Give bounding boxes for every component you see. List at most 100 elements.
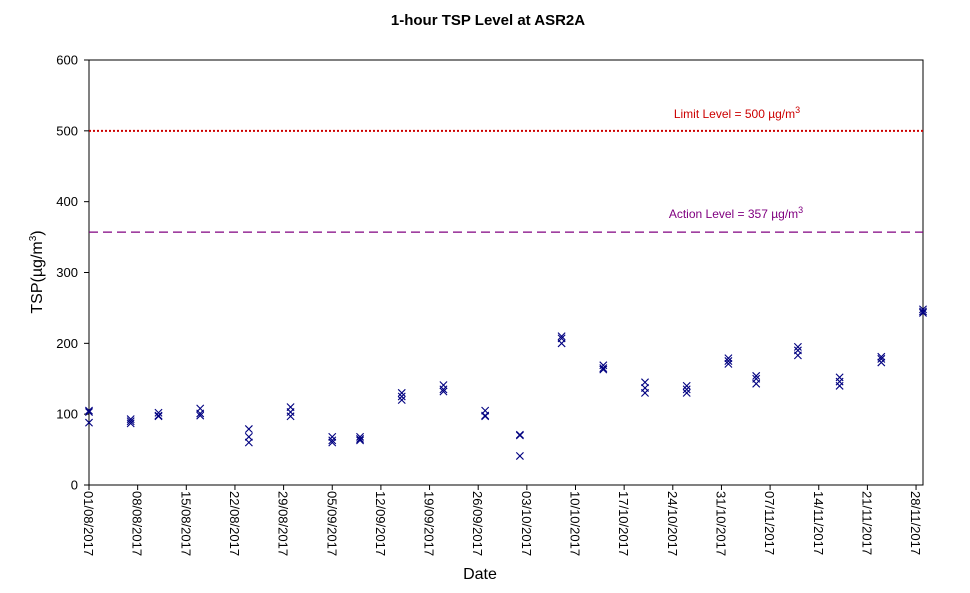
data-point-stroke <box>481 412 490 421</box>
x-tick-label: 10/10/2017 <box>568 491 583 556</box>
reference-line-label: Action Level = 357 µg/m3 <box>669 205 803 221</box>
data-point <box>752 379 761 388</box>
data-point-stroke <box>397 392 406 401</box>
data-point <box>724 357 733 366</box>
data-point <box>835 377 844 386</box>
data-point <box>557 339 566 348</box>
data-point <box>481 412 490 421</box>
x-tick-label: 17/10/2017 <box>616 491 631 556</box>
data-point <box>599 365 608 374</box>
y-axis-label-sup: 3 <box>28 235 39 241</box>
data-point-stroke <box>244 438 253 447</box>
data-point <box>244 438 253 447</box>
reference-line-label-base: Limit Level = 500 µg/m <box>674 107 795 121</box>
data-point <box>85 418 93 427</box>
data-point <box>641 388 649 397</box>
data-point-stroke <box>724 354 733 363</box>
y-tick-label: 300 <box>56 265 78 280</box>
reference-line-label-sup: 3 <box>795 105 800 115</box>
x-tick-label: 19/09/2017 <box>422 491 437 556</box>
data-point <box>286 408 295 417</box>
y-axis-label: TSP(µg/m3) <box>28 230 46 313</box>
data-point-stroke <box>154 412 163 421</box>
data-point <box>835 373 844 382</box>
data-point <box>515 431 524 440</box>
data-point <box>397 392 406 401</box>
data-point-stroke <box>752 371 761 380</box>
data-point <box>356 432 365 441</box>
data-point-stroke <box>682 388 691 397</box>
x-tick-label: 07/11/2017 <box>762 491 777 555</box>
data-point-stroke <box>599 365 608 374</box>
x-tick-label: 12/09/2017 <box>373 491 388 556</box>
data-point-stroke <box>356 434 365 443</box>
data-point-stroke <box>439 387 448 396</box>
x-tick-label: 24/10/2017 <box>665 491 680 556</box>
x-tick-label: 03/10/2017 <box>519 491 534 556</box>
x-tick-label: 22/08/2017 <box>227 491 242 556</box>
x-tick-label: 29/08/2017 <box>276 491 291 556</box>
data-point-stroke <box>244 425 253 434</box>
x-tick-label: 08/08/2017 <box>130 491 145 556</box>
x-tick-label: 14/11/2017 <box>811 491 826 555</box>
data-point <box>439 387 448 396</box>
data-point-stroke <box>682 385 691 394</box>
data-point-stroke <box>515 431 524 440</box>
data-point <box>154 408 163 417</box>
data-point-stroke <box>286 412 295 421</box>
data-point <box>682 385 691 394</box>
data-point-stroke <box>126 419 135 428</box>
y-tick-label: 200 <box>56 336 78 351</box>
data-point-stroke <box>356 432 365 441</box>
data-point <box>196 409 205 418</box>
data-point <box>154 412 163 421</box>
data-point-stroke <box>877 358 886 367</box>
data-point <box>919 308 927 317</box>
data-point-stroke <box>919 308 927 317</box>
data-point-stroke <box>244 432 253 441</box>
data-point <box>286 412 295 421</box>
x-axis-label: Date <box>463 566 497 583</box>
reference-line-label-base: Action Level = 357 µg/m <box>669 207 798 221</box>
data-point <box>356 436 365 445</box>
data-point <box>877 354 886 363</box>
y-tick-label: 400 <box>56 194 78 209</box>
data-point-stroke <box>397 388 406 397</box>
plot-area <box>88 59 924 486</box>
data-point-stroke <box>196 411 205 420</box>
data-point-stroke <box>557 339 566 348</box>
data-point-stroke <box>793 351 802 360</box>
data-point <box>85 408 93 417</box>
y-tick-label: 600 <box>56 53 78 68</box>
data-point <box>328 438 337 447</box>
data-point-stroke <box>641 388 649 397</box>
y-axis-label-base: TSP(µg/m <box>29 241 46 313</box>
data-point <box>682 381 691 390</box>
data-point <box>752 371 761 380</box>
x-axis: 01/08/2017 08/08/2017 15/08/2017 22/08/2017… <box>81 485 923 556</box>
data-markers <box>85 305 927 460</box>
data-point-stroke <box>877 354 886 363</box>
y-axis-label-end: ) <box>29 230 46 235</box>
data-point-stroke <box>877 352 886 361</box>
x-tick-label: 01/08/2017 <box>81 491 96 556</box>
data-point <box>515 451 524 460</box>
data-point-stroke <box>724 359 733 368</box>
data-point <box>126 417 135 426</box>
data-point-stroke <box>328 432 337 441</box>
y-tick-label: 100 <box>56 407 78 422</box>
data-point <box>793 351 802 360</box>
reference-line-label: Limit Level = 500 µg/m3 <box>674 105 800 121</box>
data-point-stroke <box>752 379 761 388</box>
data-point <box>877 352 886 361</box>
data-point-stroke <box>397 396 406 404</box>
x-tick-label: 05/09/2017 <box>324 491 339 556</box>
x-tick-label: 28/11/2017 <box>908 491 923 555</box>
data-point <box>85 406 93 415</box>
data-point-stroke <box>126 417 135 426</box>
data-point-stroke <box>154 408 163 417</box>
y-axis: 0 100 200 300 400 500 600 <box>56 53 89 493</box>
data-point-stroke <box>682 381 691 390</box>
data-point <box>244 425 253 434</box>
data-point-stroke <box>328 436 337 445</box>
